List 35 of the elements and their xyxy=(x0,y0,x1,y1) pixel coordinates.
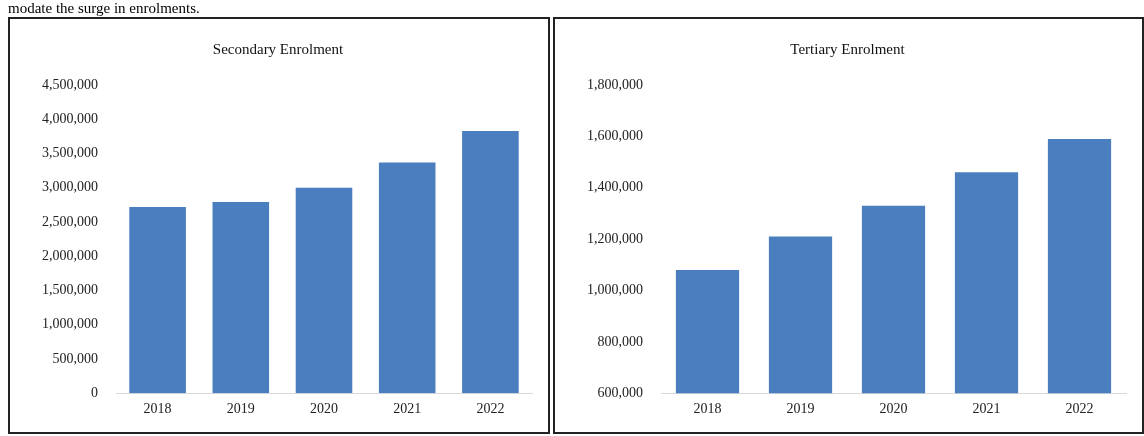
bar xyxy=(462,130,519,394)
text: modate the surge in enrolments. xyxy=(8,0,200,16)
x-tick-label: 2019 xyxy=(226,401,255,417)
y-tick-label: 600,000 xyxy=(597,384,643,400)
chart-title: Tertiary Enrolment xyxy=(790,40,906,57)
y-tick-label: 2,500,000 xyxy=(42,213,98,229)
y-tick-label: 1,500,000 xyxy=(42,282,98,298)
bar xyxy=(129,206,186,394)
y-tick-label: 1,600,000 xyxy=(587,128,643,144)
x-tick-label: 2019 xyxy=(786,401,815,417)
x-tick-label: 2020 xyxy=(879,401,908,417)
bar xyxy=(295,187,353,394)
y-tick-label: 1,800,000 xyxy=(587,76,643,92)
y-tick-label: 500,000 xyxy=(52,350,98,366)
y-tick-label: 1,400,000 xyxy=(587,179,643,195)
chart-title: Secondary Enrolment xyxy=(212,40,345,57)
x-tick-label: 2018 xyxy=(693,401,722,417)
x-tick-label: 2021 xyxy=(972,401,1001,417)
y-tick-label: 800,000 xyxy=(597,333,643,349)
x-tick-label: 2022 xyxy=(1065,401,1094,417)
y-tick-label: 3,000,000 xyxy=(42,179,98,195)
y-tick-label: 3,500,000 xyxy=(42,145,98,161)
y-tick-label: 2,000,000 xyxy=(42,247,98,263)
y-tick-label: 1,000,000 xyxy=(42,316,98,332)
y-tick-label: 1,000,000 xyxy=(587,282,643,298)
x-tick-label: 2020 xyxy=(310,401,338,417)
x-tick-label: 2021 xyxy=(393,401,422,417)
bar xyxy=(378,162,436,394)
x-tick-label: 2018 xyxy=(143,401,172,417)
x-tick-label: 2022 xyxy=(476,401,505,417)
y-tick-label: 4,500,000 xyxy=(42,76,98,92)
y-tick-label: 0 xyxy=(91,384,98,400)
y-tick-label: 1,200,000 xyxy=(587,230,643,246)
y-tick-label: 4,000,000 xyxy=(42,110,98,126)
bar xyxy=(212,202,270,394)
